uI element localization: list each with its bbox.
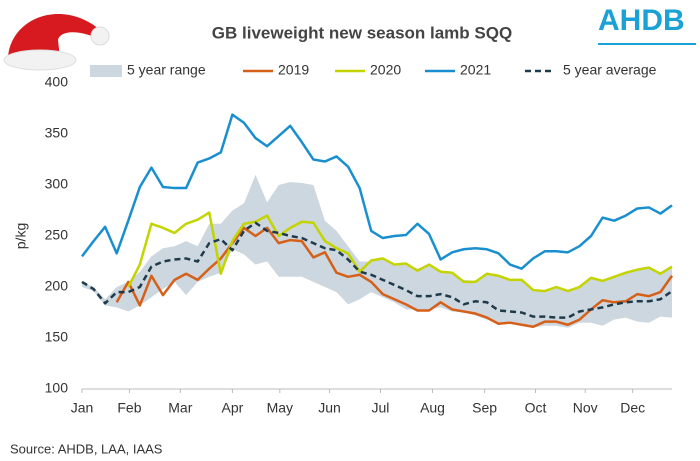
- series-line: [81, 113, 673, 270]
- x-tick-label: Nov: [573, 400, 598, 416]
- legend-label: 2020: [370, 62, 401, 78]
- legend-swatch: [90, 65, 122, 77]
- legend-label: 2021: [460, 62, 491, 78]
- series-line: [127, 211, 673, 293]
- y-tick-label: 350: [45, 125, 69, 141]
- x-tick-label: Aug: [420, 400, 445, 416]
- x-tick-label: Oct: [525, 400, 547, 416]
- y-tick-label: 400: [45, 74, 69, 90]
- legend-label: 2019: [278, 62, 309, 78]
- y-tick-label: 300: [45, 176, 69, 192]
- x-tick-label: Mar: [168, 400, 192, 416]
- x-tick-label: Jun: [318, 400, 341, 416]
- x-tick-label: Jul: [372, 400, 390, 416]
- x-tick-label: Apr: [221, 400, 243, 416]
- range-area: [82, 174, 672, 328]
- x-tick-label: Sep: [472, 400, 497, 416]
- logo: AHDB: [598, 4, 685, 37]
- x-tick-label: Dec: [620, 400, 645, 416]
- chart-title: GB liveweight new season lamb SQQ: [212, 23, 512, 42]
- source: Source: AHDB, LAA, IAAS: [10, 441, 163, 456]
- x-tick-label: Feb: [117, 400, 141, 416]
- series-line: [81, 221, 673, 319]
- series-line: [115, 226, 674, 329]
- x-tick-label: Jan: [71, 400, 94, 416]
- legend-label: 5 year range: [127, 62, 206, 78]
- y-tick-label: 250: [45, 227, 69, 243]
- y-axis-label: p/kg: [13, 223, 29, 249]
- y-tick-label: 150: [45, 329, 69, 345]
- legend-background: [80, 60, 670, 82]
- y-tick-label: 200: [45, 278, 69, 294]
- santa-hat: [3, 13, 110, 71]
- y-tick-label: 100: [45, 380, 69, 396]
- legend-label: 5 year average: [563, 62, 657, 78]
- x-tick-label: May: [267, 400, 293, 416]
